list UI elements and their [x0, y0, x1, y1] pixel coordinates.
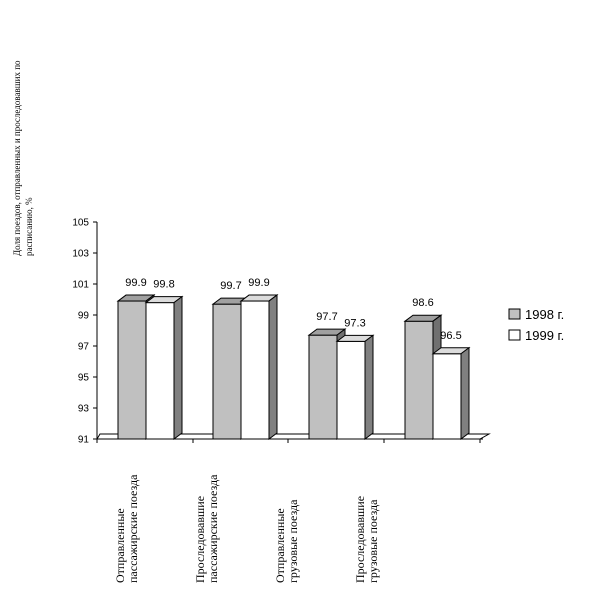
category-label: Отправленные пассажирские поезда — [113, 474, 140, 583]
category-labels: Отправленные пассажирские поезда Проследов… — [113, 474, 380, 583]
category-label: Проследовавшие грузовые поезда — [353, 496, 380, 583]
y-tick-label: 97 — [78, 342, 90, 353]
y-tick-label: 91 — [78, 435, 90, 446]
bar-front — [117, 300, 147, 440]
y-tick-label: 93 — [78, 404, 90, 415]
y-axis-title-line: Доля поездов, отправленных и проследовав… — [12, 60, 22, 256]
category-label-line: Проследовавшие — [353, 496, 367, 583]
y-tick-label: 105 — [72, 218, 89, 229]
category-label-line: Проследовавшие — [193, 496, 207, 583]
category-label: Отправленные грузовые поезда — [273, 499, 300, 583]
bars — [116, 294, 471, 440]
legend: 1998 г. 1999 г. — [508, 307, 564, 343]
data-label: 99.9 — [248, 277, 269, 289]
bar-front — [212, 303, 242, 440]
data-label: 98.6 — [412, 297, 433, 309]
data-labels: 99.9 99.8 99.7 99.9 97.7 97.3 98.6 96.5 — [125, 277, 461, 342]
bar-front — [432, 353, 462, 440]
data-label: 96.5 — [440, 330, 461, 342]
category-label-line: Отправленные — [273, 508, 287, 583]
data-label: 97.7 — [316, 311, 337, 323]
bar-front — [240, 300, 270, 440]
category-label-line: пассажирские поезда — [126, 474, 140, 583]
y-axis-title: Доля поездов, отправленных и проследовав… — [12, 60, 34, 256]
data-label: 97.3 — [344, 317, 365, 329]
legend-label: 1998 г. — [525, 307, 564, 322]
bar-side — [364, 334, 374, 440]
bar-side — [173, 295, 183, 440]
category-label-line: грузовые поезда — [366, 499, 380, 583]
y-tick-label: 103 — [72, 249, 89, 260]
bar-side — [268, 294, 278, 440]
legend-swatch — [508, 308, 521, 320]
y-axis-title-line: расписанию, % — [24, 197, 34, 256]
bar-front — [145, 302, 175, 440]
data-label: 99.9 — [125, 277, 146, 289]
y-axis-title-text: Доля поездов, отправленных и проследовав… — [12, 60, 34, 256]
data-label: 99.8 — [153, 279, 174, 291]
data-label: 99.7 — [220, 280, 241, 292]
legend-label: 1999 г. — [525, 328, 564, 343]
y-tick-label: 95 — [78, 373, 90, 384]
bar-side — [460, 346, 470, 440]
bar-front — [336, 340, 366, 440]
y-tick-label: 101 — [72, 280, 89, 291]
category-label-line: Отправленные — [113, 508, 127, 583]
category-label-line: пассажирские поезда — [206, 474, 220, 583]
legend-swatch — [508, 329, 521, 341]
category-label-line: грузовые поезда — [286, 499, 300, 583]
y-tick-label: 99 — [78, 311, 90, 322]
bar-front — [308, 334, 338, 440]
category-label: Проследовавшие пассажирские поезда — [193, 474, 220, 583]
bar-front — [404, 320, 434, 440]
